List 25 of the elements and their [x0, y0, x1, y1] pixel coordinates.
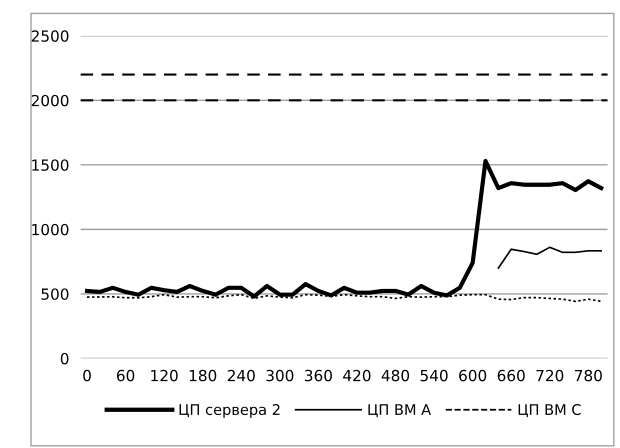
legend-label: ЦП ВМ А: [368, 404, 432, 418]
y-tick-label: 1000: [32, 224, 68, 236]
x-tick-label: 540: [420, 370, 448, 382]
x-tick-label: 300: [266, 370, 294, 382]
line-series: [498, 246, 602, 269]
x-tick-label: 720: [536, 370, 564, 382]
x-tick-label: 240: [228, 370, 255, 382]
y-tick-label: 2500: [32, 30, 68, 42]
line-series: [84, 158, 604, 299]
y-tick-label: 1500: [32, 159, 68, 171]
y-tick-label: 500: [42, 288, 68, 300]
legend-label: ЦП сервера 2: [180, 404, 280, 418]
x-tick-label: 360: [304, 370, 332, 382]
x-tick-label: 780: [574, 370, 602, 382]
x-tick-label: 600: [459, 370, 486, 382]
legend-label: ЦП ВМ С: [518, 404, 581, 418]
x-tick-label: 480: [382, 370, 410, 382]
x-tick-label: 420: [343, 370, 371, 382]
x-tick-label: 0: [83, 370, 91, 382]
x-tick-label: 180: [190, 370, 216, 382]
y-tick-label: 2000: [32, 94, 68, 106]
x-tick-label: 660: [498, 370, 525, 382]
x-tick-label: 120: [151, 370, 178, 382]
y-tick-label: 0: [60, 352, 68, 364]
x-tick-label: 60: [116, 370, 134, 382]
